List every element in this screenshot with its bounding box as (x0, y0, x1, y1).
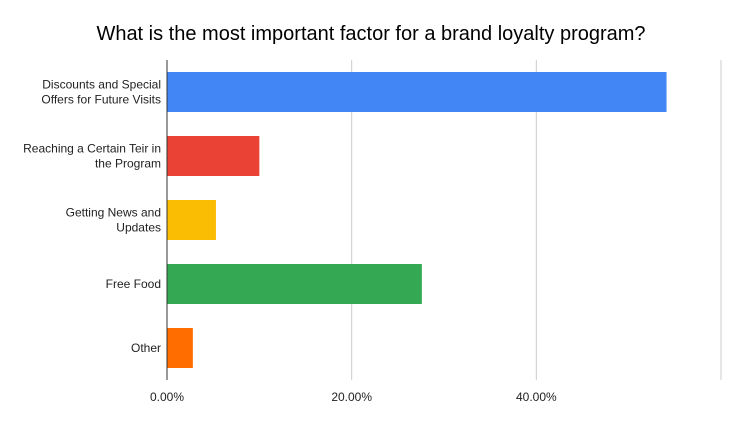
category-label: Free Food (106, 277, 161, 291)
gridlines (351, 60, 722, 380)
bar (167, 136, 260, 176)
category-label: Getting News and Updates (66, 206, 161, 235)
bar (167, 264, 422, 304)
bar (167, 200, 216, 240)
x-tick-label: 0.00% (150, 390, 184, 404)
x-tick-label: 20.00% (331, 390, 372, 404)
bars (167, 72, 667, 368)
category-label: Other (131, 341, 161, 355)
category-label: Reaching a Certain Teir in the Program (23, 142, 161, 171)
chart-title: What is the most important factor for a … (96, 23, 645, 45)
x-tick-labels: 0.00% 20.00% 40.00% (150, 390, 557, 404)
bar (167, 328, 193, 368)
x-tick-label: 40.00% (516, 390, 557, 404)
category-label: Discounts and Special Offers for Future V… (41, 78, 161, 107)
bar (167, 72, 667, 112)
category-labels: Discounts and Special Offers for Future V… (23, 78, 161, 356)
